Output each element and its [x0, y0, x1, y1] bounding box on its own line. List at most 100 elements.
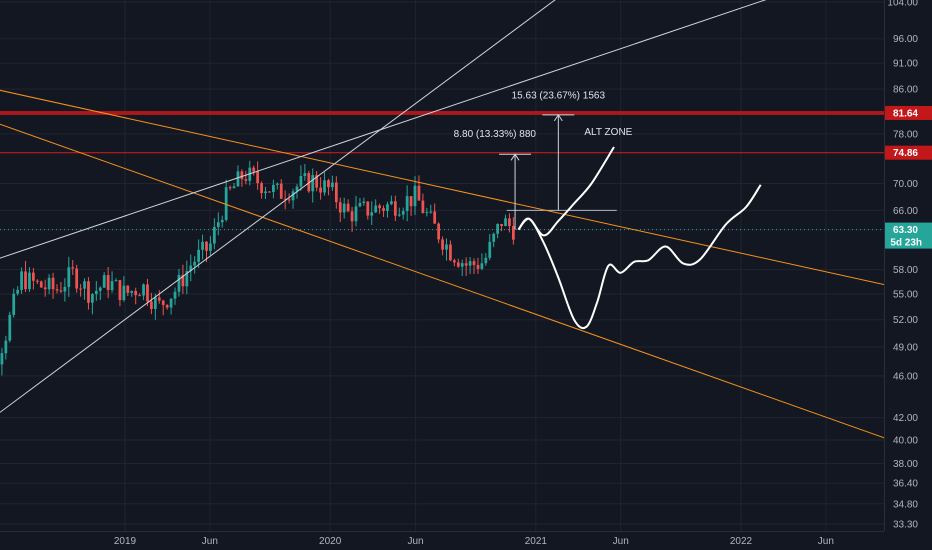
- candle-body: [331, 182, 334, 188]
- candle-body: [327, 180, 330, 188]
- candle-body: [433, 211, 437, 224]
- candle-body: [476, 264, 480, 269]
- candle-body: [126, 285, 130, 293]
- candle-body: [0, 353, 4, 365]
- candle-body: [508, 218, 511, 227]
- time-axis[interactable]: 2019 Jun 2020 Jun 2021 Jun 2022 Jun: [0, 531, 932, 550]
- candle-body: [283, 198, 287, 200]
- candle-body: [252, 167, 256, 172]
- candle-body: [177, 274, 181, 292]
- candle-body: [311, 175, 315, 192]
- countdown-badge-label: 5d 23h: [890, 238, 922, 249]
- candle-body: [67, 267, 71, 287]
- candle-body: [146, 284, 149, 302]
- candle-body: [43, 287, 47, 290]
- candle-body: [397, 214, 401, 216]
- candle-body: [358, 203, 362, 207]
- candle-body: [87, 281, 90, 303]
- price-axis-background: [884, 0, 932, 550]
- y-tick-label: 78.00: [893, 129, 918, 140]
- y-tick-label: 40.00: [893, 435, 918, 446]
- candle-body: [275, 183, 279, 185]
- candle-body: [4, 340, 8, 354]
- candle-body: [264, 191, 267, 194]
- candle-body: [16, 289, 20, 294]
- price-badge-3: [885, 222, 932, 237]
- annotations: 15.63 (23.67%) 1563 8.80 (13.33%) 880 ALT …: [454, 90, 633, 140]
- y-tick-label: 58.00: [893, 265, 918, 276]
- annotation-2: 8.80 (13.33%) 880: [454, 129, 537, 140]
- x-tick-label: Jun: [613, 536, 629, 547]
- candle-body: [401, 211, 405, 215]
- countdown-badge: [885, 235, 932, 249]
- candle-body: [386, 204, 389, 211]
- candle-body: [291, 191, 295, 201]
- candle-body: [342, 203, 346, 213]
- candle-body: [20, 271, 23, 290]
- y-tick-label: 91.00: [893, 59, 918, 70]
- projection-main-path: [517, 184, 762, 330]
- candle-body: [173, 291, 177, 299]
- candle-body: [98, 287, 102, 291]
- candle-body: [205, 241, 208, 251]
- candle-body: [378, 205, 381, 209]
- candle-body: [79, 288, 82, 290]
- candle-body: [157, 297, 161, 301]
- y-tick-label: 55.00: [893, 290, 918, 301]
- annotation-3: ALT ZONE: [584, 127, 632, 138]
- y-tick-label: 38.00: [893, 459, 918, 470]
- candle-body: [405, 196, 409, 212]
- y-tick-label: 33.30: [893, 520, 918, 531]
- y-tick-label: 104.00: [887, 0, 918, 9]
- candle-body: [134, 291, 138, 296]
- candle-body: [464, 263, 468, 266]
- resistance-zone-81-64: [0, 110, 884, 115]
- candle-body: [201, 241, 204, 250]
- candle-body: [244, 179, 248, 181]
- candle-body: [138, 295, 141, 297]
- candle-body: [299, 175, 303, 187]
- candle-body: [437, 223, 440, 240]
- candle-body: [429, 211, 433, 213]
- price-badge-2: [885, 145, 932, 160]
- candle-body: [295, 186, 299, 192]
- candle-body: [142, 284, 145, 296]
- candle-body: [83, 281, 86, 289]
- trend-lines: [0, 0, 897, 443]
- projections: [517, 146, 762, 330]
- price-axis[interactable]: 104.00 96.00 91.00 86.00 78.00 70.00 66.00 58.0…: [884, 0, 932, 550]
- candle-body: [197, 249, 201, 262]
- grid-lines: [0, 0, 884, 531]
- candle-body: [421, 200, 425, 213]
- annotation-1: 15.63 (23.67%) 1563: [512, 90, 606, 101]
- candle-body: [468, 261, 472, 266]
- y-tick-label: 66.00: [893, 206, 918, 217]
- candle-body: [445, 244, 448, 250]
- candle-body: [256, 171, 260, 184]
- candle-body: [382, 208, 385, 211]
- candle-body: [102, 275, 106, 288]
- candle-body: [366, 201, 370, 216]
- candle-body: [511, 226, 515, 240]
- x-tick-label: 2022: [730, 536, 753, 547]
- candle-body: [260, 183, 263, 194]
- candle-body: [110, 281, 114, 291]
- candle-body: [287, 199, 291, 201]
- candle-body: [240, 171, 244, 180]
- candle-body: [153, 297, 157, 309]
- price-badge-label-3: 63.30: [893, 225, 918, 236]
- y-tick-label: 86.00: [893, 85, 918, 96]
- candle-body: [114, 280, 118, 282]
- candle-body: [338, 202, 342, 213]
- candle-body: [122, 285, 126, 301]
- candle-body: [504, 218, 507, 226]
- candle-body: [118, 280, 122, 301]
- candle-body: [232, 186, 236, 189]
- time-axis-background: [0, 531, 932, 550]
- candle-body: [307, 173, 311, 192]
- x-tick-label: Jun: [408, 536, 424, 547]
- candle-body: [452, 260, 456, 263]
- candle-body: [350, 211, 354, 222]
- candle-body: [216, 222, 220, 228]
